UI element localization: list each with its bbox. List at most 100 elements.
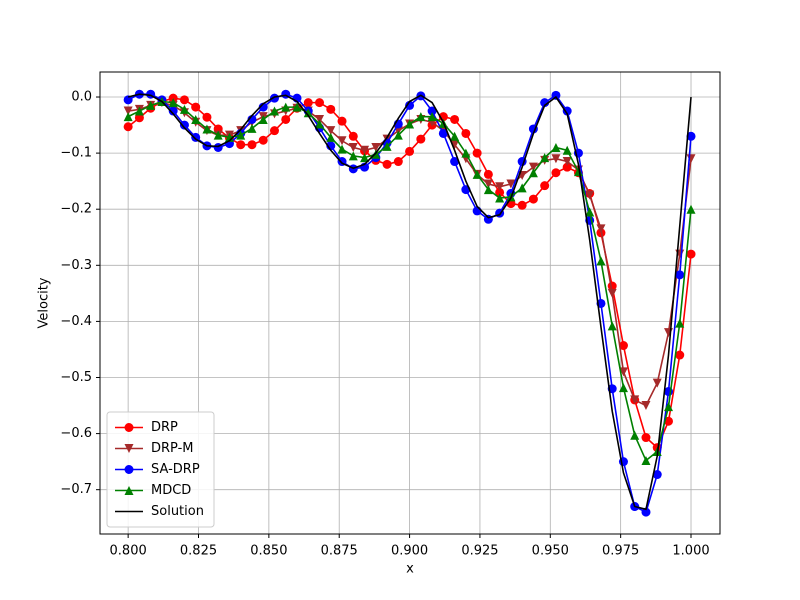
data-point — [326, 126, 336, 136]
data-point — [641, 507, 651, 517]
data-point — [202, 124, 212, 134]
x-tick-label: 0.825 — [180, 544, 217, 559]
data-point — [123, 106, 133, 116]
data-point — [123, 95, 133, 105]
data-point — [258, 102, 268, 112]
data-point — [506, 179, 516, 189]
legend-marker — [124, 486, 134, 495]
data-point — [596, 256, 606, 266]
data-point — [281, 114, 291, 124]
y-tick-label: −0.1 — [60, 146, 92, 161]
data-point — [123, 112, 133, 122]
legend-marker — [124, 465, 134, 474]
data-point — [438, 128, 448, 138]
plot-frame — [99, 71, 721, 535]
x-tick-label: 0.850 — [250, 544, 287, 559]
data-point — [450, 157, 460, 167]
data-point — [371, 143, 381, 153]
data-point — [236, 130, 246, 140]
x-tick-label: 0.975 — [602, 544, 639, 559]
data-point — [348, 151, 358, 161]
y-tick-label: −0.2 — [60, 202, 92, 217]
data-point — [551, 143, 561, 153]
y-tick-label: −0.3 — [60, 258, 92, 273]
data-point — [607, 321, 617, 331]
y-tick-label: −0.6 — [60, 426, 92, 441]
data-point — [360, 145, 370, 155]
data-point — [416, 134, 426, 144]
data-point — [146, 100, 156, 110]
data-point — [551, 154, 561, 164]
data-point — [630, 395, 640, 405]
data-point — [348, 143, 358, 153]
data-point — [360, 153, 370, 163]
y-tick-label: −0.4 — [60, 314, 92, 329]
data-point — [540, 98, 550, 108]
legend-label: SA-DRP — [151, 462, 200, 477]
data-point — [540, 181, 550, 191]
data-point — [472, 206, 482, 216]
data-point — [573, 167, 583, 177]
data-point — [686, 154, 696, 164]
data-point — [179, 95, 189, 105]
data-point — [461, 128, 471, 138]
data-point — [675, 270, 685, 280]
data-point — [618, 341, 628, 351]
data-point — [686, 249, 696, 259]
data-point — [405, 100, 415, 110]
x-tick-label: 0.900 — [391, 544, 428, 559]
data-point — [528, 162, 538, 172]
data-point — [652, 378, 662, 388]
data-point — [562, 157, 572, 167]
data-point — [123, 122, 133, 132]
data-point — [562, 145, 572, 155]
legend-label: MDCD — [151, 483, 191, 498]
legend-label: Solution — [151, 504, 204, 519]
data-point — [213, 130, 223, 140]
data-point — [179, 120, 189, 130]
data-point — [202, 112, 212, 122]
data-point — [652, 470, 662, 480]
legend-box — [106, 411, 215, 528]
data-point — [641, 401, 651, 411]
data-point — [382, 141, 392, 151]
data-point — [495, 193, 505, 203]
data-point — [686, 131, 696, 141]
y-tick-label: 0.0 — [71, 90, 92, 105]
data-point — [337, 116, 347, 126]
data-point — [427, 106, 437, 116]
data-point — [540, 153, 550, 163]
data-point — [247, 123, 257, 133]
data-point — [663, 328, 673, 338]
data-point — [405, 119, 415, 129]
data-point — [281, 102, 291, 112]
data-point — [585, 207, 595, 217]
data-point — [663, 416, 673, 426]
legend-label: DRP-M — [151, 441, 194, 456]
data-point — [405, 146, 415, 156]
data-point — [337, 144, 347, 154]
y-tick-label: −0.7 — [60, 482, 92, 497]
data-point — [393, 130, 403, 140]
data-point — [450, 114, 460, 124]
data-point — [450, 140, 460, 150]
data-point — [326, 104, 336, 114]
data-point — [495, 187, 505, 197]
data-point — [416, 112, 426, 122]
data-point — [483, 169, 493, 179]
data-point — [315, 98, 325, 108]
legend-marker — [124, 423, 134, 432]
data-point — [191, 102, 201, 112]
data-point — [686, 204, 696, 214]
data-point — [607, 288, 617, 298]
data-point — [258, 135, 268, 145]
data-point — [641, 433, 651, 443]
data-point — [303, 108, 313, 118]
data-point — [258, 114, 268, 124]
data-point — [517, 183, 527, 193]
data-point — [663, 402, 673, 412]
data-point — [472, 148, 482, 158]
series-line — [127, 93, 692, 511]
data-point — [303, 98, 313, 108]
